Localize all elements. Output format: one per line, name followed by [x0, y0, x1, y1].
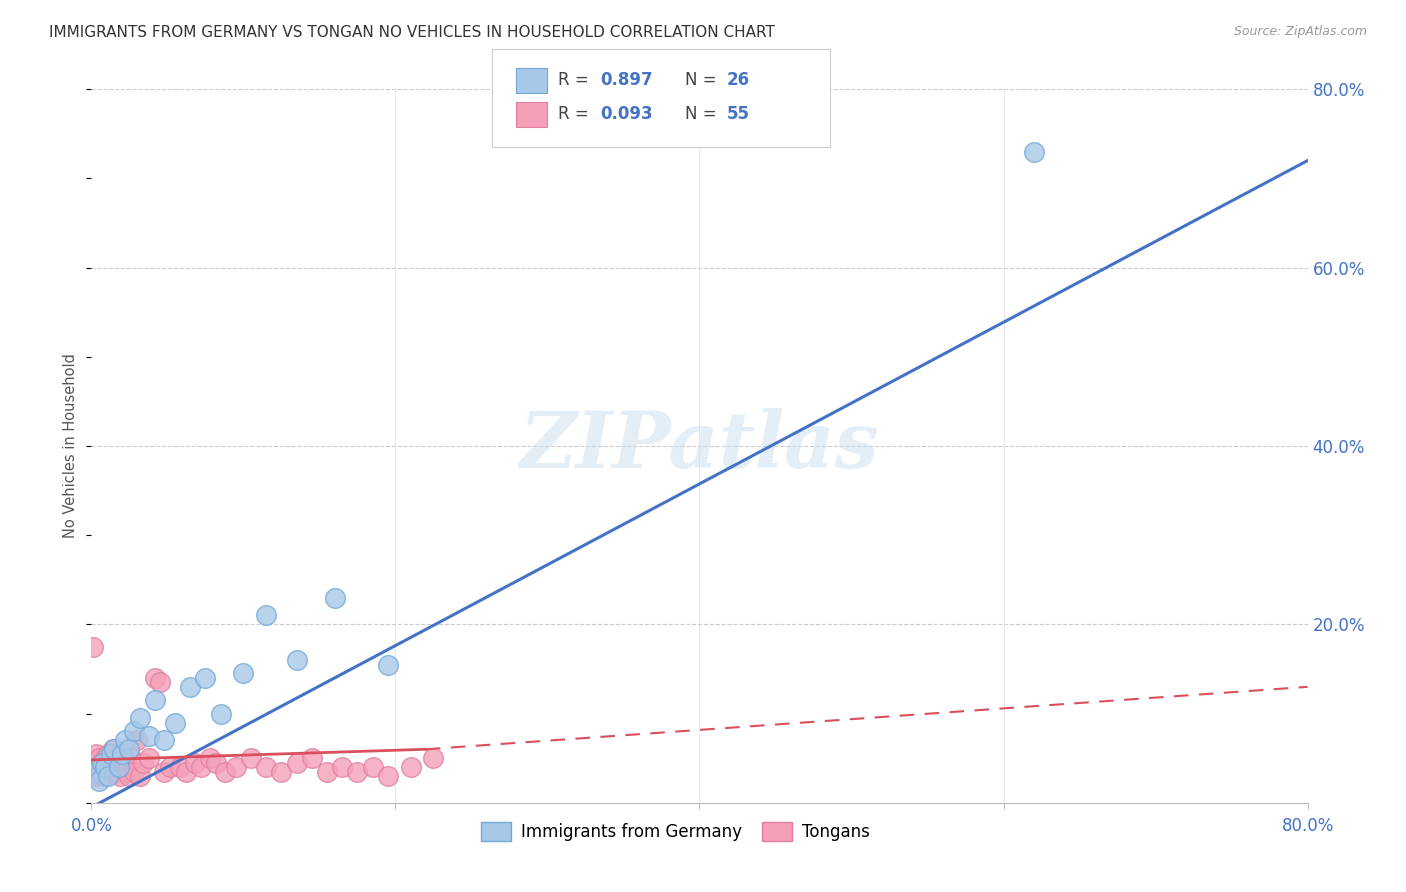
Text: 26: 26	[727, 71, 749, 89]
Point	[111, 756, 134, 770]
Point	[285, 756, 308, 770]
Point	[87, 751, 110, 765]
Point	[91, 756, 114, 770]
Point	[100, 764, 122, 779]
Point	[174, 764, 197, 779]
Point	[132, 756, 155, 770]
Point	[169, 760, 191, 774]
Text: ZIPatlas: ZIPatlas	[520, 408, 879, 484]
Text: IMMIGRANTS FROM GERMANY VS TONGAN NO VEHICLES IN HOUSEHOLD CORRELATION CHART: IMMIGRANTS FROM GERMANY VS TONGAN NO VEH…	[49, 25, 775, 40]
Point	[98, 756, 121, 770]
Point	[84, 747, 107, 761]
Point	[91, 756, 114, 770]
Point	[205, 756, 228, 770]
Point	[149, 675, 172, 690]
Point	[104, 764, 127, 779]
Point	[254, 608, 277, 623]
Text: R =: R =	[558, 105, 595, 123]
Point	[111, 747, 134, 761]
Point	[361, 760, 384, 774]
Point	[1022, 145, 1045, 159]
Point	[377, 769, 399, 783]
Point	[153, 764, 176, 779]
Point	[159, 760, 181, 774]
Point	[84, 764, 107, 779]
Point	[118, 742, 141, 756]
Point	[301, 751, 323, 765]
Point	[153, 733, 176, 747]
Point	[399, 760, 422, 774]
Point	[138, 751, 160, 765]
Point	[83, 760, 105, 774]
Point	[100, 747, 122, 761]
Point	[89, 764, 111, 779]
Point	[190, 760, 212, 774]
Point	[330, 760, 353, 774]
Point	[120, 751, 142, 765]
Text: R =: R =	[558, 71, 595, 89]
Point	[94, 760, 117, 774]
Point	[114, 751, 136, 765]
Y-axis label: No Vehicles in Household: No Vehicles in Household	[63, 353, 79, 539]
Point	[107, 760, 129, 774]
Point	[232, 666, 254, 681]
Point	[323, 591, 346, 605]
Point	[225, 760, 247, 774]
Point	[86, 769, 108, 783]
Point	[97, 769, 120, 783]
Point	[97, 747, 120, 761]
Point	[316, 764, 339, 779]
Point	[110, 769, 132, 783]
Point	[87, 773, 110, 788]
Point	[194, 671, 217, 685]
Point	[117, 760, 139, 774]
Point	[422, 751, 444, 765]
Point	[285, 653, 308, 667]
Point	[101, 742, 124, 756]
Legend: Immigrants from Germany, Tongans: Immigrants from Germany, Tongans	[474, 815, 876, 848]
Text: N =: N =	[685, 71, 721, 89]
Point	[82, 640, 104, 654]
Point	[240, 751, 263, 765]
Text: 0.897: 0.897	[600, 71, 652, 89]
Point	[270, 764, 292, 779]
Point	[125, 733, 148, 747]
Point	[214, 764, 236, 779]
Point	[209, 706, 232, 721]
Point	[184, 756, 207, 770]
Point	[129, 769, 152, 783]
Point	[105, 751, 128, 765]
Point	[179, 680, 201, 694]
Text: 55: 55	[727, 105, 749, 123]
Point	[138, 729, 160, 743]
Text: N =: N =	[685, 105, 721, 123]
Point	[122, 764, 145, 779]
Point	[129, 711, 152, 725]
Point	[115, 764, 138, 779]
Point	[254, 760, 277, 774]
Point	[198, 751, 221, 765]
Point	[96, 760, 118, 774]
Point	[143, 671, 166, 685]
Point	[118, 769, 141, 783]
Text: Source: ZipAtlas.com: Source: ZipAtlas.com	[1233, 25, 1367, 38]
Point	[114, 733, 136, 747]
Point	[103, 760, 125, 774]
Point	[94, 751, 117, 765]
Point	[93, 769, 115, 783]
Point	[103, 742, 125, 756]
Point	[346, 764, 368, 779]
Point	[143, 693, 166, 707]
Point	[112, 760, 135, 774]
Point	[163, 715, 186, 730]
Point	[107, 760, 129, 774]
Text: 0.093: 0.093	[600, 105, 652, 123]
Point	[122, 724, 145, 739]
Point	[377, 657, 399, 672]
